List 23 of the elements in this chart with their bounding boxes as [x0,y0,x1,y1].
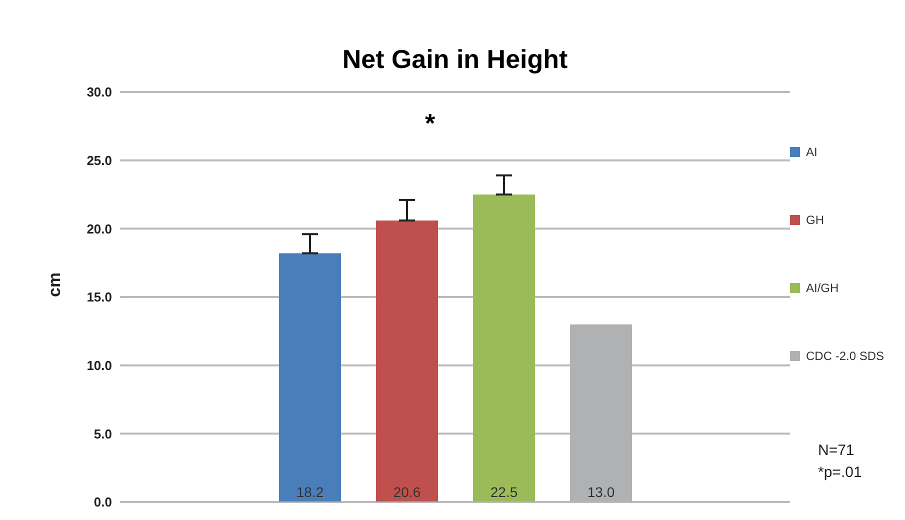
y-axis-title: cm [45,272,64,297]
chart-title: Net Gain in Height [341,44,569,75]
y-tick-label: 25.0 [86,152,112,168]
y-tick-label: 15.0 [86,290,112,305]
y-tick-label: 10.0 [86,358,112,373]
bar [376,220,438,502]
legend-label: GH [805,212,825,229]
y-tick-label: 30.0 [86,84,112,100]
data-label: 20.6 [393,484,421,500]
data-label: 18.2 [296,484,324,500]
bar [473,194,535,502]
legend-label: AI/GH [805,280,840,297]
y-tick-label: 0.0 [94,494,112,510]
text: N=71 [818,441,856,461]
data-label: 22.5 [490,484,518,500]
annotation: * [425,108,436,139]
legend-label: AI [805,144,818,161]
y-tick-label: 5.0 [94,426,112,442]
text: *p=.01 [818,463,862,483]
y-tick-label: 20.0 [86,221,112,236]
legend-label: CDC -2.0 SDS [805,348,884,365]
bar [279,253,341,502]
data-label: 13.0 [587,484,615,500]
